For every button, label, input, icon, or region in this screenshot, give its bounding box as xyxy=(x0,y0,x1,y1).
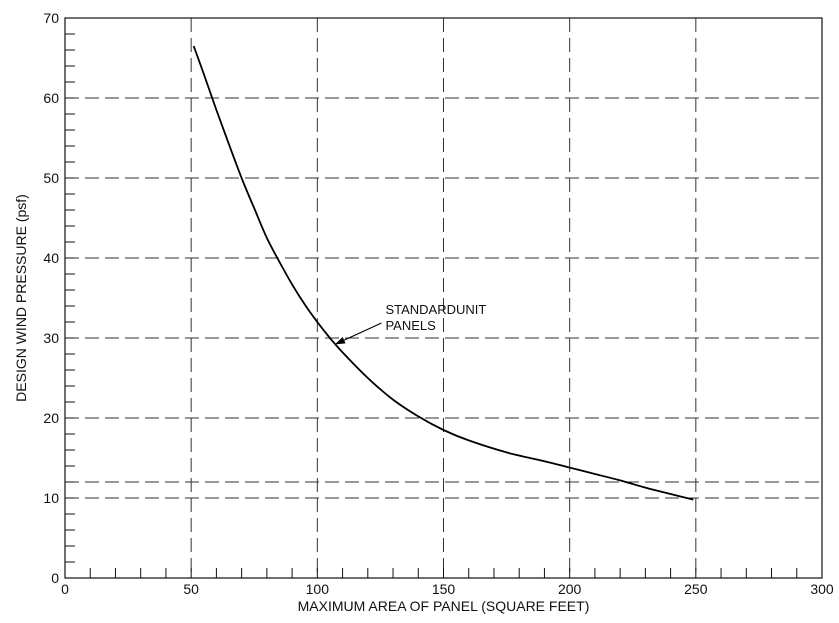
axis-ticks xyxy=(65,33,798,578)
series-line-0 xyxy=(192,45,694,501)
x-tick-label: 100 xyxy=(306,581,330,597)
grid xyxy=(65,18,822,578)
y-axis-title: DESIGN WIND PRESSURE (psf) xyxy=(13,194,29,402)
annotation-arrowhead xyxy=(334,337,346,345)
y-tick-label: 10 xyxy=(43,490,59,506)
x-tick-label: 50 xyxy=(183,581,199,597)
x-tick-label: 200 xyxy=(558,581,582,597)
plot-frame xyxy=(64,17,823,579)
series-group xyxy=(192,45,694,501)
x-tick-label: 150 xyxy=(432,581,456,597)
y-tick-label: 0 xyxy=(51,570,59,586)
annotation-line: PANELS xyxy=(385,318,436,333)
y-tick-label: 40 xyxy=(43,250,59,266)
y-tick-label: 30 xyxy=(43,330,59,346)
y-tick-label: 70 xyxy=(43,10,59,26)
annotation-line: STANDARDUNIT xyxy=(385,302,486,317)
annotations: STANDARDUNIT PANELS xyxy=(334,302,486,345)
y-tick-label: 20 xyxy=(43,410,59,426)
annotation-label: STANDARDUNIT PANELS xyxy=(385,302,486,333)
tick-labels: 0 50 100 150 200 250 300 0 10 20 30 40 50 60 70 xyxy=(43,10,833,597)
x-tick-label: 250 xyxy=(684,581,708,597)
x-tick-label: 300 xyxy=(810,581,834,597)
y-tick-label: 50 xyxy=(43,170,59,186)
y-tick-label: 60 xyxy=(43,90,59,106)
x-tick-label: 0 xyxy=(61,581,69,597)
x-axis-title: MAXIMUM AREA OF PANEL (SQUARE FEET) xyxy=(298,598,590,614)
